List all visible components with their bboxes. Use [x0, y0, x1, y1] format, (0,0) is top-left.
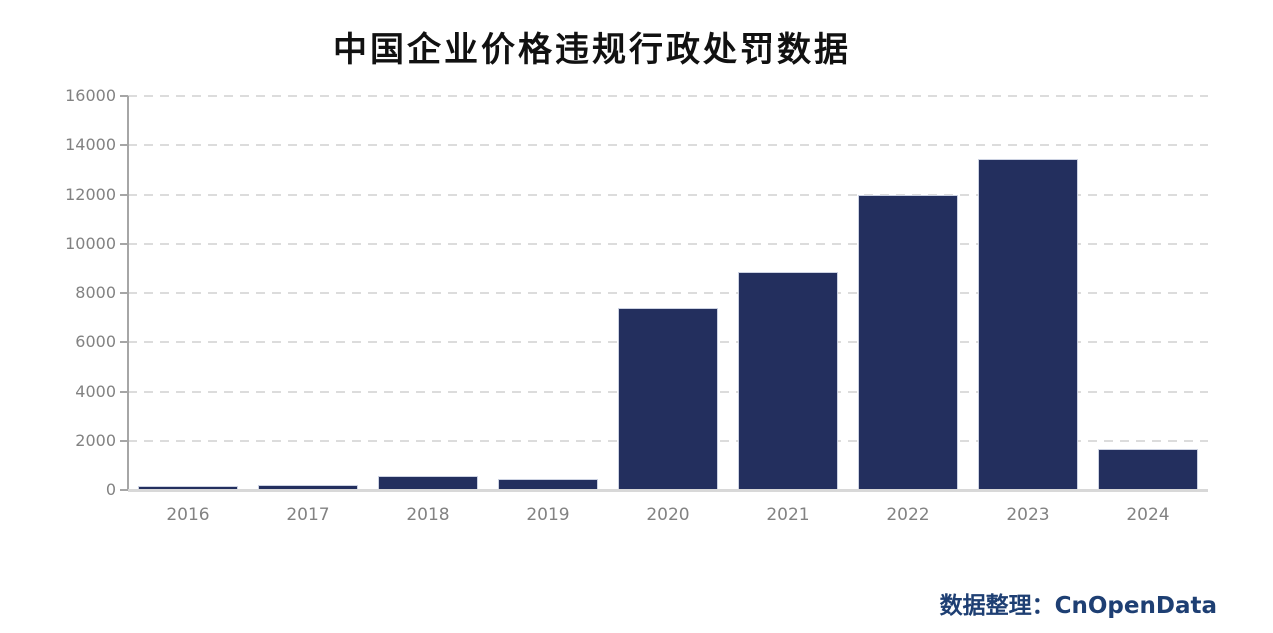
y-tick-mark — [120, 193, 128, 196]
y-axis-line — [127, 96, 129, 491]
gridline-10000 — [128, 242, 1208, 245]
y-tick-label: 10000 — [65, 233, 116, 253]
gridline-12000 — [128, 193, 1208, 196]
y-tick-mark — [120, 95, 128, 97]
x-tick-label-2017: 2017 — [286, 505, 330, 525]
x-tick-label-2021: 2021 — [766, 505, 810, 525]
gridline-16000 — [128, 95, 1208, 97]
bar-2022 — [858, 195, 958, 490]
gridline-14000 — [128, 144, 1208, 147]
bar-2023 — [978, 159, 1078, 490]
y-tick-label: 4000 — [75, 381, 116, 401]
y-tick-label: 12000 — [65, 184, 116, 204]
y-tick-label: 6000 — [75, 332, 116, 352]
y-tick-label: 8000 — [75, 283, 116, 302]
x-tick-label-2018: 2018 — [406, 505, 450, 525]
x-tick-label-2022: 2022 — [886, 505, 930, 525]
y-tick-mark — [120, 292, 128, 294]
y-tick-label: 16000 — [65, 86, 116, 105]
y-tick-mark — [120, 489, 128, 491]
x-tick-label-2020: 2020 — [646, 505, 690, 525]
x-tick-label-2019: 2019 — [526, 505, 570, 525]
bar-2020 — [618, 308, 718, 490]
y-tick-mark — [120, 439, 128, 442]
bar-2021 — [738, 272, 838, 490]
y-tick-label: 14000 — [65, 135, 116, 155]
y-tick-mark — [120, 242, 128, 245]
x-tick-label-2016: 2016 — [166, 505, 210, 525]
x-tick-label-2024: 2024 — [1126, 505, 1170, 525]
y-tick-mark — [120, 341, 128, 344]
bar-2024 — [1098, 449, 1198, 490]
y-tick-label: 0 — [105, 480, 116, 499]
y-tick-mark — [120, 390, 128, 393]
bar-2018 — [378, 476, 478, 490]
x-tick-label-2023: 2023 — [1006, 505, 1050, 525]
x-axis-baseline — [128, 489, 1208, 492]
source-attribution: 数据整理：CnOpenData — [939, 593, 1217, 619]
gridline-8000 — [128, 292, 1208, 294]
y-tick-mark — [120, 144, 128, 147]
chart-title: 中国企业价格违规行政处罚数据 — [333, 30, 851, 70]
bar-chart: 0 2000 4000 6000 8000 10000 12000 14000 16000 201… — [65, 86, 1208, 525]
y-tick-label: 2000 — [75, 430, 116, 450]
